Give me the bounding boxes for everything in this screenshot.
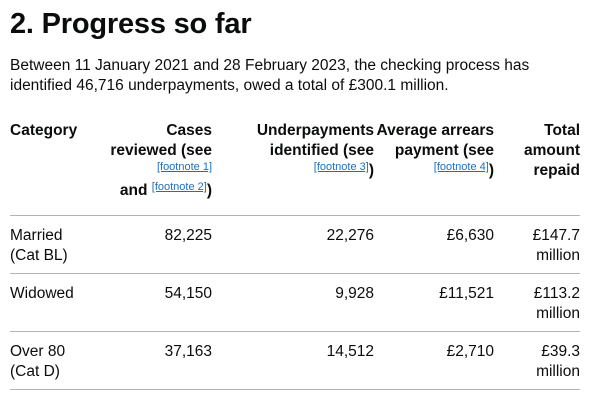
table-row: Widowed 54,150 9,928 £11,521 £113.2 mill… xyxy=(10,273,580,332)
cell-category: Widowed xyxy=(10,273,96,332)
cell-category: Married (Cat BL) xyxy=(10,215,96,274)
cell-average: £6,630 xyxy=(374,215,494,274)
header-close-paren: ) xyxy=(488,162,494,179)
header-average-arrears: Average arrears payment (see [footnote 4… xyxy=(374,117,494,216)
header-under-text: Underpayments identified (see xyxy=(256,122,374,159)
table-header-row: Category Cases reviewed (see [footnote 1… xyxy=(10,117,580,216)
cell-average: £2,710 xyxy=(374,331,494,390)
header-total-repaid: Total amount repaid xyxy=(524,122,580,179)
progress-table: Category Cases reviewed (see [footnote 1… xyxy=(10,117,580,390)
header-close-paren: ) xyxy=(368,162,374,179)
cell-average: £11,521 xyxy=(374,273,494,332)
cell-total: £147.7 million xyxy=(494,215,580,274)
cell-cases: 82,225 xyxy=(96,215,212,274)
header-cases-reviewed: Cases reviewed (see [footnote 1] and [fo… xyxy=(96,117,212,216)
header-category: Category xyxy=(10,122,78,139)
cell-total: £39.3 million xyxy=(494,331,580,390)
header-close-paren: ) xyxy=(206,182,212,199)
cell-underpayments: 14,512 xyxy=(212,331,374,390)
table-row: Over 80 (Cat D) 37,163 14,512 £2,710 £39… xyxy=(10,331,580,390)
cell-underpayments: 22,276 xyxy=(212,215,374,274)
cell-total: £113.2 million xyxy=(494,273,580,332)
table-row: Married (Cat BL) 82,225 22,276 £6,630 £1… xyxy=(10,215,580,274)
header-cases-and: and xyxy=(119,182,148,199)
footnote-3-link[interactable]: [footnote 3] xyxy=(313,161,369,173)
footnote-4-link[interactable]: [footnote 4] xyxy=(433,161,489,173)
footnote-2-link[interactable]: [footnote 2] xyxy=(151,181,207,193)
footnote-1-link[interactable]: [footnote 1] xyxy=(156,161,212,173)
cell-category: Over 80 (Cat D) xyxy=(10,331,96,390)
cell-underpayments: 9,928 xyxy=(212,273,374,332)
header-avg-text: Average arrears payment (see xyxy=(376,122,494,159)
header-underpayments: Underpayments identified (see [footnote … xyxy=(212,117,374,216)
section-heading: 2. Progress so far xyxy=(10,8,252,40)
cell-cases: 37,163 xyxy=(96,331,212,390)
header-cases-text: Cases reviewed (see xyxy=(110,122,212,159)
intro-paragraph: Between 11 January 2021 and 28 February … xyxy=(10,57,530,94)
page: 2. Progress so far Between 11 January 20… xyxy=(10,8,580,390)
cell-cases: 54,150 xyxy=(96,273,212,332)
